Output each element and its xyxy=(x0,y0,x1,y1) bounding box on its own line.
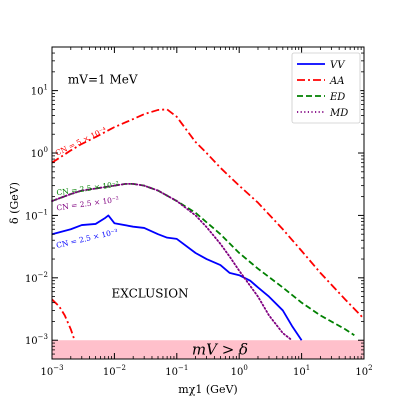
y-tick-label: 10−2 xyxy=(25,271,48,285)
shaded-region-label: mV > δ xyxy=(192,341,248,359)
series-line-aa xyxy=(51,108,365,320)
x-tick-label: 102 xyxy=(355,364,372,378)
legend-label-aa: AA xyxy=(329,76,344,87)
x-tick-label: 101 xyxy=(293,364,310,378)
annotation-layer: mV=1 MeV EXCLUSION CN = 5 × 10⁻⁴ CN = 2.5 ×… xyxy=(54,73,189,301)
annotation-mv-1-mev: mV=1 MeV xyxy=(68,73,138,87)
x-tick-label: 100 xyxy=(231,364,248,378)
shaded-region-layer: mV > δ xyxy=(52,340,364,359)
y-tick-label: 10−3 xyxy=(25,333,48,347)
x-axis-title: mχ1 (GeV) xyxy=(178,383,237,396)
series-line-aa-low-mass xyxy=(51,298,76,341)
x-tick-label: 10−3 xyxy=(40,364,63,378)
shaded-region xyxy=(52,340,364,359)
y-tick-label: 101 xyxy=(31,84,48,98)
legend-label-ed: ED xyxy=(329,92,345,103)
annotation-cn-5-10: CN = 5 × 10⁻⁴ xyxy=(54,125,108,158)
series-layer xyxy=(51,108,365,342)
axes-layer: 10−3 10−2 10−1 100 101 102 10−3 10−2 10−1 100 101 m… xyxy=(8,46,373,396)
x-tick-label: 10−2 xyxy=(103,364,126,378)
annotation-exclusion: EXCLUSION xyxy=(112,287,189,301)
y-tick-label: 100 xyxy=(31,146,48,160)
y-axis-title: δ (GeV) xyxy=(8,182,21,224)
annotation-cn-2-5-10: CN = 2.5 × 10⁻² xyxy=(56,180,119,198)
plot-frame xyxy=(51,46,365,360)
legend: VV AA ED MD xyxy=(291,52,361,124)
annotation-cn-2-5-10: CN = 2.5 × 10⁻² xyxy=(56,195,119,213)
legend-box xyxy=(291,52,361,124)
x-tick-label: 10−1 xyxy=(165,364,188,378)
legend-label-md: MD xyxy=(329,108,348,119)
y-tick-label: 10−1 xyxy=(25,208,48,222)
series-line-vv xyxy=(51,214,303,341)
legend-label-vv: VV xyxy=(330,60,346,71)
series-line-md xyxy=(51,182,293,342)
